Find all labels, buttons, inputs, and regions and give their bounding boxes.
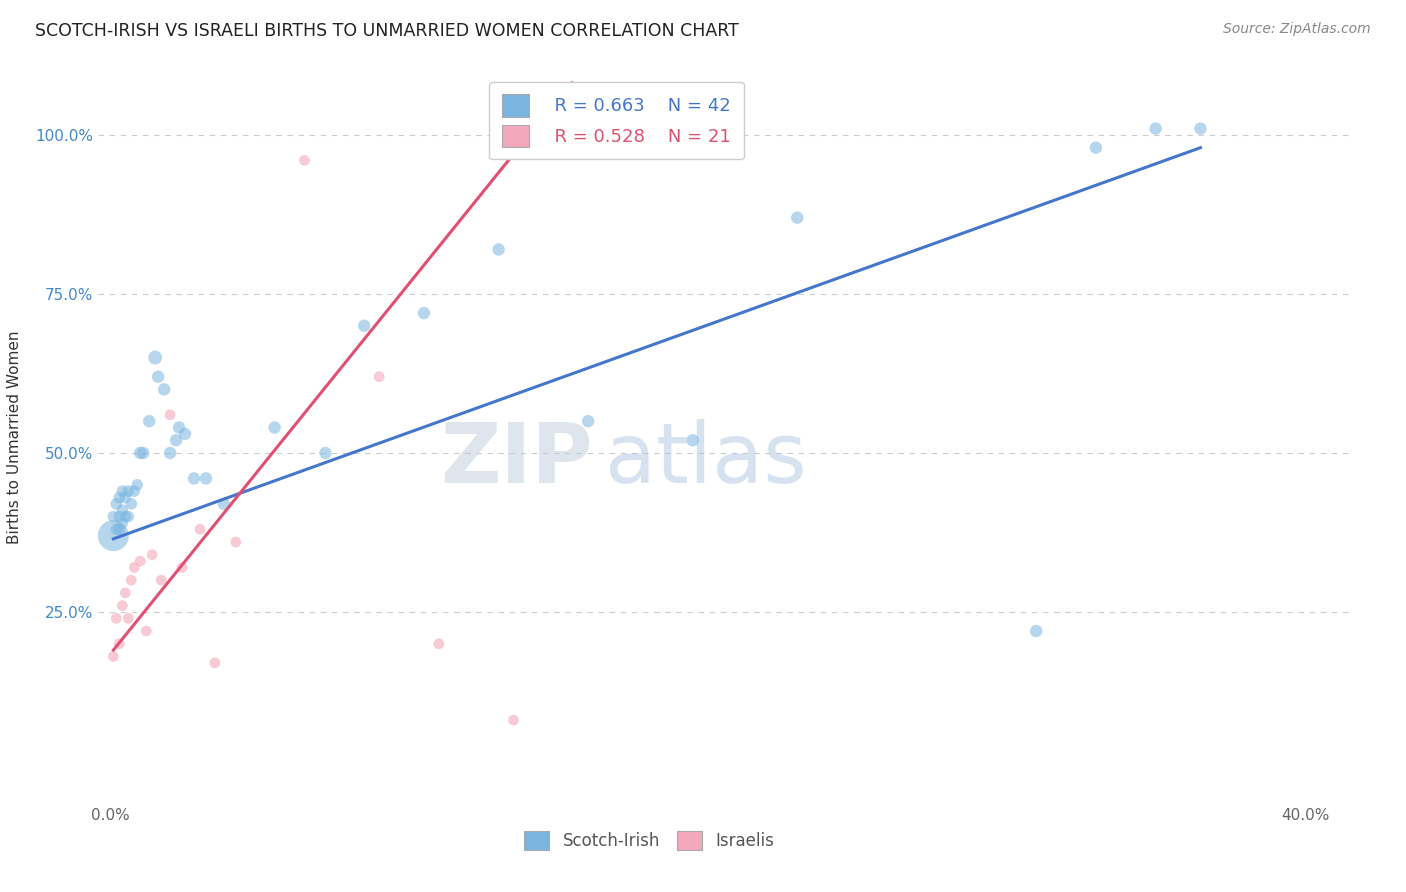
Point [159,408,181,422]
Point [167,420,190,434]
Point [143,351,166,365]
Point [108,491,131,505]
Point [225,535,247,549]
Point [132,446,155,460]
Point [263,420,285,434]
Point [117,509,139,524]
Point [114,491,136,505]
Text: Source: ZipAtlas.com: Source: ZipAtlas.com [1223,22,1371,37]
Point [682,434,704,448]
Point [170,560,193,574]
Point [1084,141,1107,155]
Point [129,446,152,460]
Point [1144,121,1167,136]
Point [127,477,149,491]
Text: atlas: atlas [605,418,807,500]
Point [204,656,226,670]
Point [103,649,125,664]
Point [108,522,131,536]
Point [174,426,197,441]
Point [117,484,139,499]
Y-axis label: Births to Unmarried Women: Births to Unmarried Women [7,330,21,544]
Point [120,573,142,587]
Point [502,713,524,727]
Point [138,414,160,428]
Point [111,599,134,613]
Point [117,611,139,625]
Point [146,369,169,384]
Point [135,624,157,638]
Point [165,434,187,448]
Point [314,446,336,460]
Point [122,560,145,574]
Point [1025,624,1047,638]
Point [129,554,152,568]
Point [188,522,211,536]
Point [413,306,436,320]
Point [108,637,131,651]
Point [111,503,134,517]
Point [105,611,128,625]
Text: SCOTCH-IRISH VS ISRAELI BIRTHS TO UNMARRIED WOMEN CORRELATION CHART: SCOTCH-IRISH VS ISRAELI BIRTHS TO UNMARR… [35,22,740,40]
Point [111,516,134,530]
Point [141,548,163,562]
Point [294,153,316,168]
Point [212,497,235,511]
Point [150,573,173,587]
Legend: Scotch-Irish, Israelis: Scotch-Irish, Israelis [517,824,780,856]
Point [427,637,450,651]
Point [194,471,217,485]
Point [120,497,142,511]
Text: ZIP: ZIP [440,418,593,500]
Point [183,471,205,485]
Point [114,509,136,524]
Point [105,497,128,511]
Point [153,383,176,397]
Point [108,509,131,524]
Point [786,211,808,225]
Point [368,369,391,384]
Point [103,529,125,543]
Point [114,586,136,600]
Point [111,484,134,499]
Point [488,243,510,257]
Point [105,522,128,536]
Point [1189,121,1212,136]
Point [159,446,181,460]
Point [122,484,145,499]
Point [576,414,599,428]
Point [103,509,125,524]
Point [353,318,375,333]
